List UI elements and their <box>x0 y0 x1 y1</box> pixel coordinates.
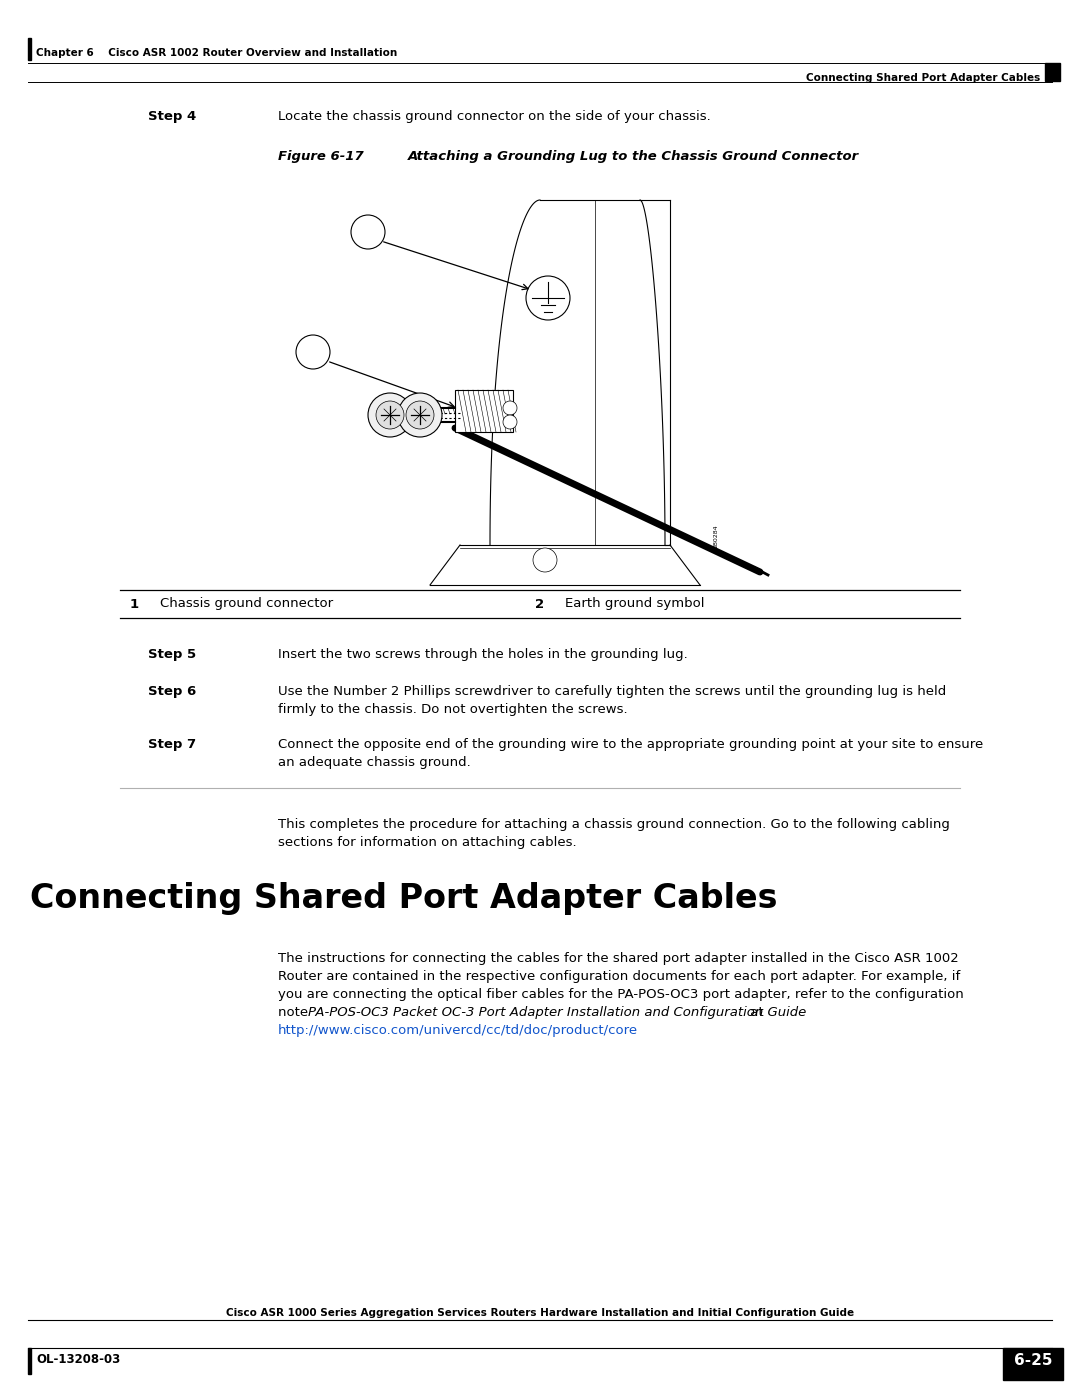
Text: 2: 2 <box>364 225 372 239</box>
Text: PA-POS-OC3 Packet OC-3 Port Adapter Installation and Configuration Guide: PA-POS-OC3 Packet OC-3 Port Adapter Inst… <box>308 1006 807 1018</box>
Text: Connecting Shared Port Adapter Cables: Connecting Shared Port Adapter Cables <box>806 73 1040 82</box>
Text: Step 6: Step 6 <box>148 685 197 698</box>
Bar <box>455 390 513 432</box>
Text: 6-25: 6-25 <box>1014 1354 1052 1368</box>
Text: Step 5: Step 5 <box>148 648 197 661</box>
Circle shape <box>399 393 442 437</box>
Text: Step 4: Step 4 <box>148 110 197 123</box>
Text: Connect the opposite end of the grounding wire to the appropriate grounding poin: Connect the opposite end of the groundin… <box>278 738 983 752</box>
Circle shape <box>406 401 434 429</box>
Text: firmly to the chassis. Do not overtighten the screws.: firmly to the chassis. Do not overtighte… <box>278 703 627 717</box>
Text: at: at <box>746 1006 764 1018</box>
Text: 280284: 280284 <box>714 524 719 548</box>
Text: Locate the chassis ground connector on the side of your chassis.: Locate the chassis ground connector on t… <box>278 110 711 123</box>
Text: 1: 1 <box>130 598 139 610</box>
Bar <box>28 1348 31 1375</box>
Text: Figure 6-17: Figure 6-17 <box>278 149 364 163</box>
Text: you are connecting the optical fiber cables for the PA-POS-OC3 port adapter, ref: you are connecting the optical fiber cab… <box>278 988 963 1002</box>
Text: Chapter 6    Cisco ASR 1002 Router Overview and Installation: Chapter 6 Cisco ASR 1002 Router Overview… <box>36 47 397 59</box>
Text: 1: 1 <box>309 345 316 359</box>
Text: The instructions for connecting the cables for the shared port adapter installed: The instructions for connecting the cabl… <box>278 951 959 965</box>
Bar <box>1045 63 1059 81</box>
Text: Attaching a Grounding Lug to the Chassis Ground Connector: Attaching a Grounding Lug to the Chassis… <box>408 149 859 163</box>
Bar <box>1003 1348 1063 1380</box>
Text: Cisco ASR 1000 Series Aggregation Services Routers Hardware Installation and Ini: Cisco ASR 1000 Series Aggregation Servic… <box>226 1308 854 1317</box>
Circle shape <box>526 277 570 320</box>
Circle shape <box>503 415 517 429</box>
Text: Earth ground symbol: Earth ground symbol <box>565 598 704 610</box>
Text: note: note <box>278 1006 312 1018</box>
Bar <box>28 38 31 60</box>
Circle shape <box>534 548 557 571</box>
Text: an adequate chassis ground.: an adequate chassis ground. <box>278 756 471 768</box>
Text: 2: 2 <box>535 598 544 610</box>
Text: http://www.cisco.com/univercd/cc/td/doc/product/core: http://www.cisco.com/univercd/cc/td/doc/… <box>278 1024 638 1037</box>
Circle shape <box>503 401 517 415</box>
Text: Chassis ground connector: Chassis ground connector <box>160 598 333 610</box>
Text: sections for information on attaching cables.: sections for information on attaching ca… <box>278 835 577 849</box>
Text: Connecting Shared Port Adapter Cables: Connecting Shared Port Adapter Cables <box>30 882 778 915</box>
Text: Router are contained in the respective configuration documents for each port ada: Router are contained in the respective c… <box>278 970 960 983</box>
Circle shape <box>351 215 384 249</box>
Text: Step 7: Step 7 <box>148 738 197 752</box>
Circle shape <box>376 401 404 429</box>
Text: Use the Number 2 Phillips screwdriver to carefully tighten the screws until the : Use the Number 2 Phillips screwdriver to… <box>278 685 946 698</box>
Text: OL-13208-03: OL-13208-03 <box>36 1354 120 1366</box>
Text: Insert the two screws through the holes in the grounding lug.: Insert the two screws through the holes … <box>278 648 688 661</box>
Text: This completes the procedure for attaching a chassis ground connection. Go to th: This completes the procedure for attachi… <box>278 819 950 831</box>
Circle shape <box>368 393 411 437</box>
Circle shape <box>296 335 330 369</box>
